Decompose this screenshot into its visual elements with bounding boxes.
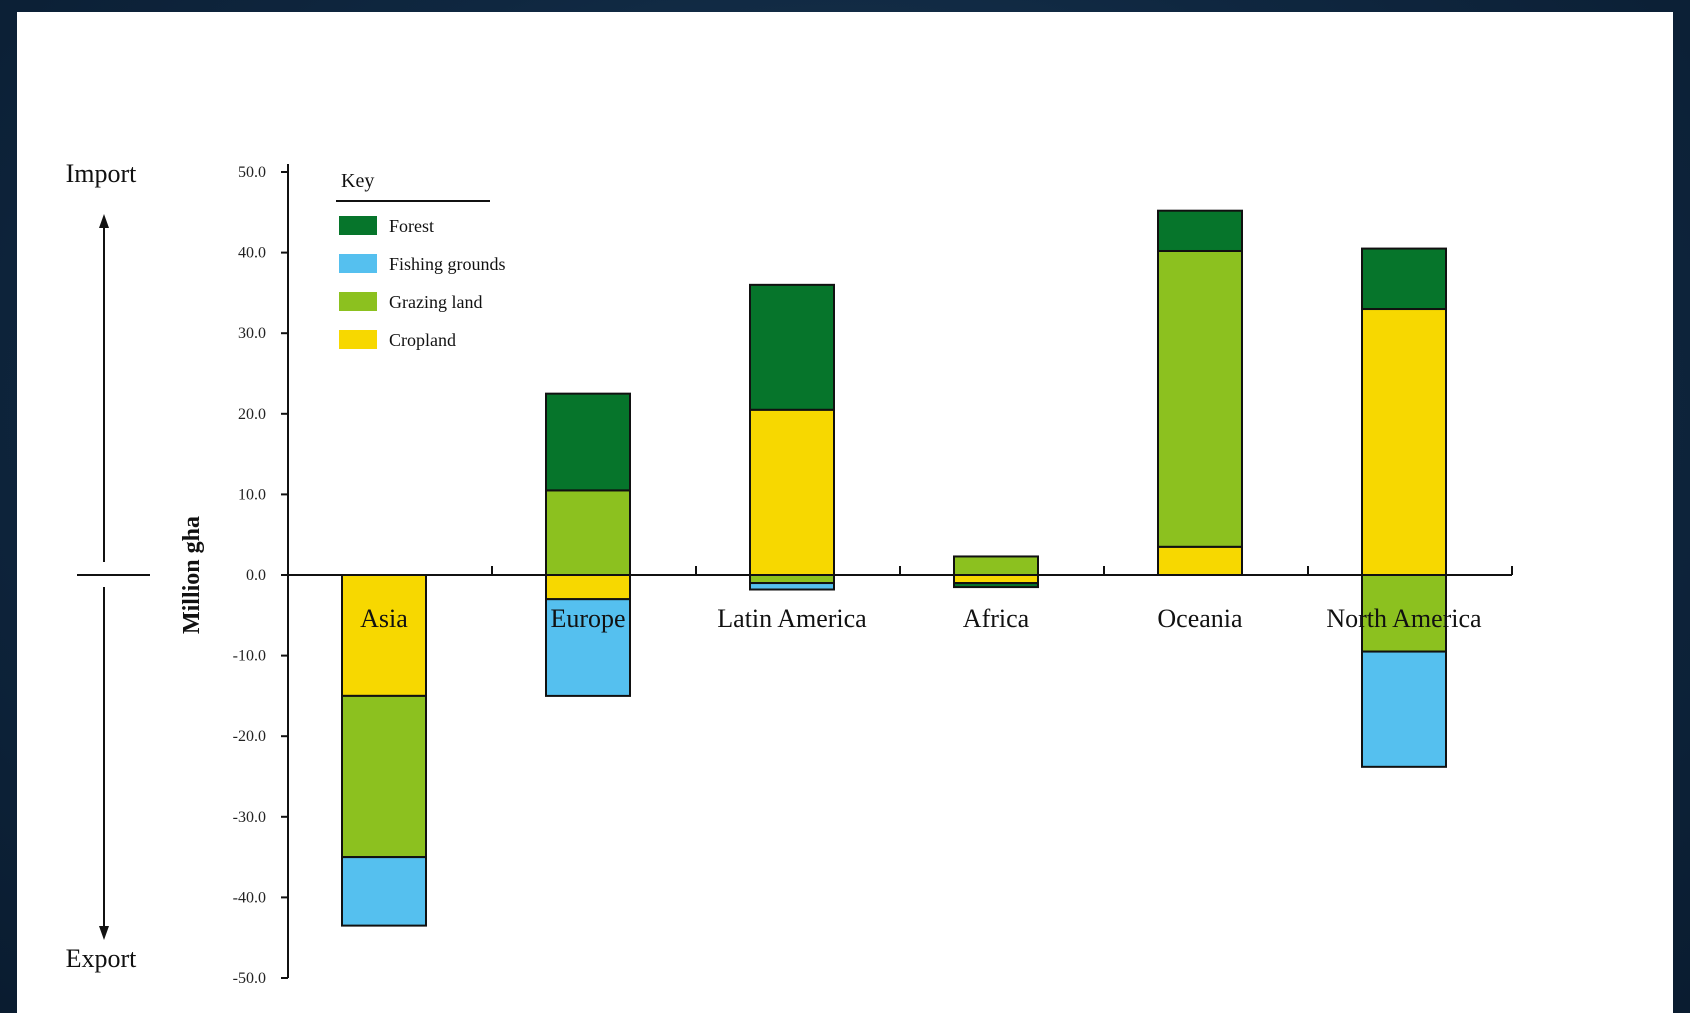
category-label: Europe (550, 604, 625, 633)
import-export-indicator: Import Export (66, 159, 150, 973)
export-arrowhead (99, 926, 109, 940)
export-label: Export (66, 944, 138, 973)
category-label: Latin America (717, 604, 867, 633)
y-tick-label: -50.0 (233, 970, 266, 987)
legend-label: Grazing land (389, 292, 482, 312)
y-tick-label: -20.0 (233, 728, 266, 745)
bar-oceania-cropland (1157, 545, 1243, 576)
bar-europe-cropland (545, 574, 631, 601)
chart: 50.0 40.0 30.0 20.0 10.0 0.0 -10.0 -20.0 -30.0 -4… (66, 159, 1513, 987)
bar-latin-america-grazing-land (749, 574, 835, 585)
bar-north-america-forest (1361, 247, 1447, 311)
bar-latin-america-forest (749, 283, 835, 411)
chart-slide: 50.0 40.0 30.0 20.0 10.0 0.0 -10.0 -20.0 -30.0 -4… (17, 12, 1673, 1013)
bar-europe-grazing-land (545, 489, 631, 576)
legend-label: Forest (389, 216, 434, 236)
bar-europe-fishing-grounds (545, 598, 631, 697)
y-tick-label: -10.0 (233, 648, 266, 665)
labels-layer: 50.0 40.0 30.0 20.0 10.0 0.0 -10.0 -20.0 -30.0 -4… (233, 164, 1482, 987)
legend: Key Forest Fishing grounds Grazing land Cro… (336, 170, 506, 350)
bar-oceania-grazing-land (1157, 249, 1243, 548)
import-arrowhead (99, 214, 109, 228)
bar-africa-grazing-land (953, 555, 1039, 576)
legend-label: Fishing grounds (389, 254, 506, 274)
y-axis-label: Million gha (179, 516, 205, 634)
y-tick-label: 20.0 (238, 406, 266, 423)
legend-swatch (339, 292, 377, 311)
bar-north-america-fishing-grounds (1361, 650, 1447, 768)
y-tick-label: 30.0 (238, 325, 266, 342)
bar-africa-cropland (953, 574, 1039, 585)
bar-africa-forest (953, 582, 1039, 589)
bar-latin-america-cropland (749, 408, 835, 576)
legend-label: Cropland (389, 330, 456, 350)
bar-latin-america-fishing-grounds (749, 582, 835, 591)
bars-layer (341, 209, 1447, 927)
bar-asia-grazing-land (341, 694, 427, 859)
category-label: Africa (963, 604, 1030, 633)
bar-north-america-cropland (1361, 308, 1447, 576)
category-label: North America (1326, 604, 1482, 633)
y-tick-label: -40.0 (233, 889, 266, 906)
import-label: Import (66, 159, 138, 188)
legend-items: Forest Fishing grounds Grazing land Croplan… (339, 216, 506, 350)
bar-north-america-grazing-land (1361, 574, 1447, 653)
y-tick-label: -30.0 (233, 809, 266, 826)
bar-europe-forest (545, 392, 631, 492)
y-tick-label: 0.0 (246, 567, 266, 584)
bar-oceania-forest (1157, 209, 1243, 252)
legend-swatch (339, 330, 377, 349)
category-label: Oceania (1157, 604, 1243, 633)
y-tick-label: 40.0 (238, 245, 266, 262)
axes-layer (281, 164, 1513, 979)
legend-swatch (339, 216, 377, 235)
legend-title: Key (341, 170, 374, 192)
y-tick-label: 10.0 (238, 486, 266, 503)
legend-swatch (339, 254, 377, 273)
bar-asia-fishing-grounds (341, 856, 427, 927)
category-label: Asia (360, 604, 408, 633)
y-tick-label: 50.0 (238, 164, 266, 181)
bar-asia-cropland (341, 574, 427, 697)
